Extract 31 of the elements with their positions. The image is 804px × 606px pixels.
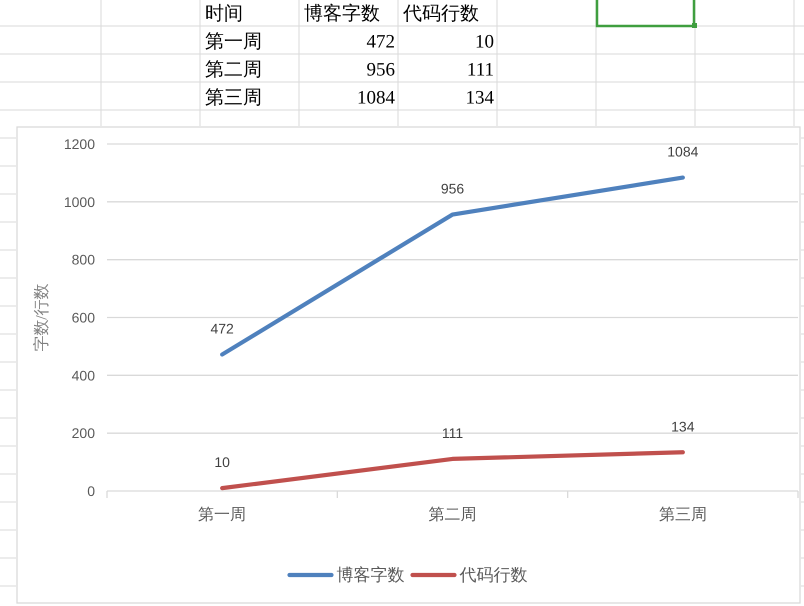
y-axis-title: 字数/行数 (32, 283, 50, 352)
series-name: 博客字数 (304, 4, 380, 24)
x-tick-label: 第二周 (428, 506, 476, 524)
legend-label: 博客字数 (336, 566, 404, 584)
data-label: 111 (466, 60, 494, 80)
x-tick-label: 第三周 (658, 506, 707, 524)
category-label: 第三周 (205, 88, 262, 108)
data-label: 134 (671, 418, 695, 434)
data-label: 956 (366, 60, 395, 80)
x-tick-label: 第一周 (198, 506, 246, 524)
y-tick-label: 400 (72, 367, 96, 384)
data-label: 472 (210, 320, 234, 337)
table-header: 时间 (205, 4, 243, 24)
y-tick-label: 1200 (64, 136, 96, 152)
data-label: 10 (214, 454, 230, 470)
y-tick-label: 1000 (64, 194, 96, 210)
series-name: 代码行数 (403, 4, 479, 24)
data-label: 111 (442, 424, 464, 441)
category-label: 第二周 (205, 60, 262, 80)
y-tick-label: 600 (72, 310, 96, 326)
data-label: 956 (440, 180, 464, 197)
data-label: 472 (366, 32, 395, 52)
category-label: 第一周 (205, 32, 262, 52)
data-label: 10 (475, 32, 494, 52)
data-label: 1084 (357, 88, 395, 108)
legend-label: 代码行数 (458, 566, 528, 584)
y-tick-label: 800 (72, 252, 96, 268)
data-label: 134 (466, 88, 494, 108)
y-tick-label: 200 (72, 425, 96, 442)
y-tick-label: 0 (87, 483, 96, 499)
data-label: 1084 (667, 144, 699, 160)
